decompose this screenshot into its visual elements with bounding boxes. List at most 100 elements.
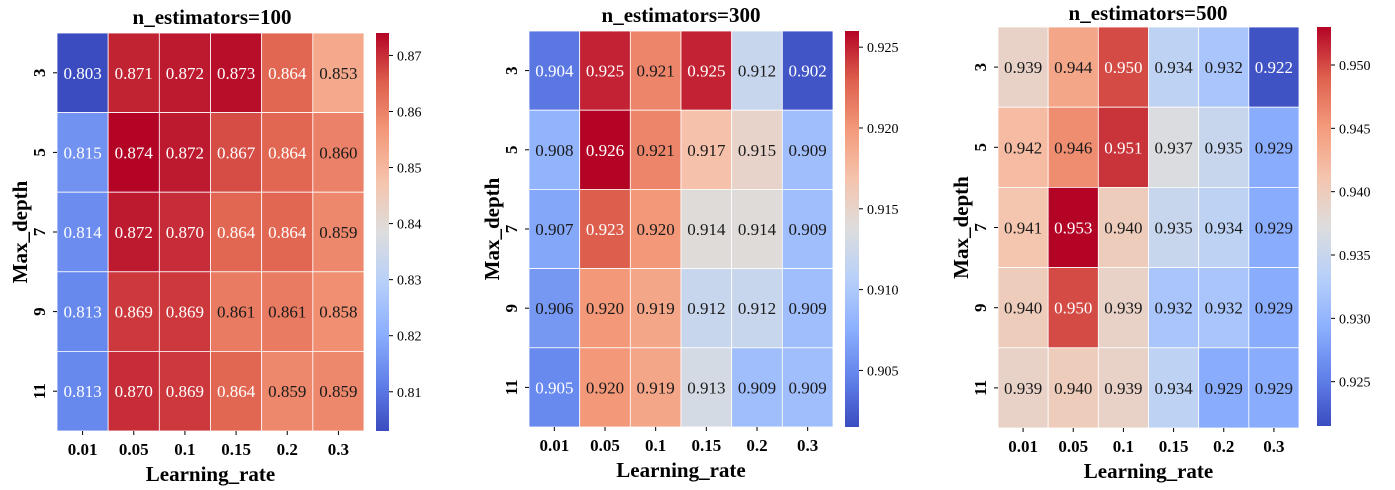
heatmap-cell xyxy=(781,268,834,349)
heatmap-cell xyxy=(1148,347,1200,429)
heatmap-cell xyxy=(158,350,211,432)
cell-value-label: 0.912 xyxy=(738,62,776,81)
heatmap-cell xyxy=(680,109,733,190)
colorbar-tick-label: 0.935 xyxy=(1339,249,1371,264)
cell-value-label: 0.869 xyxy=(166,382,204,401)
cell-value-label: 0.922 xyxy=(1255,58,1293,77)
colorbar-tick-label: 0.950 xyxy=(1339,59,1371,74)
y-tick-label: 11 xyxy=(30,383,49,399)
y-tick-label: 3 xyxy=(971,63,990,72)
cell-value-label: 0.940 xyxy=(1104,219,1142,238)
cell-value-label: 0.939 xyxy=(1004,379,1042,398)
y-tick-label: 11 xyxy=(971,380,990,396)
x-tick-label: 0.05 xyxy=(1058,437,1088,456)
cell-value-label: 0.940 xyxy=(1004,299,1042,318)
heatmap-cell xyxy=(1198,267,1250,349)
heatmap-cell xyxy=(56,271,109,352)
cell-value-label: 0.859 xyxy=(268,382,306,401)
y-tick-label: 11 xyxy=(502,379,521,395)
colorbar-tick-label: 0.81 xyxy=(397,386,422,401)
x-tick-label: 0.05 xyxy=(590,436,620,455)
cell-value-label: 0.921 xyxy=(637,141,675,160)
colorbar-tick-label: 0.920 xyxy=(867,122,899,137)
cell-value-label: 0.872 xyxy=(166,143,204,162)
heatmap-cell xyxy=(56,350,109,432)
heatmap-cell xyxy=(158,32,211,113)
cell-value-label: 0.864 xyxy=(268,223,307,242)
heatmap-cell xyxy=(579,188,631,269)
cell-value-label: 0.872 xyxy=(166,64,204,83)
cell-value-label: 0.939 xyxy=(1004,58,1042,77)
x-tick-label: 0.01 xyxy=(1008,437,1038,456)
heatmap-cell xyxy=(997,106,1049,188)
y-tick-label: 7 xyxy=(971,223,990,232)
cell-value-label: 0.864 xyxy=(268,64,307,83)
colorbar xyxy=(845,31,859,427)
chart-title: n_estimators=500 xyxy=(1069,1,1228,25)
y-axis-label: Max_depth xyxy=(8,180,32,283)
heatmap-cell xyxy=(1198,347,1250,429)
cell-value-label: 0.858 xyxy=(319,303,357,322)
colorbar-tick-label: 0.940 xyxy=(1339,186,1371,201)
y-tick-label: 3 xyxy=(30,69,49,78)
heatmap-cell xyxy=(528,30,581,111)
colorbar-tick-label: 0.85 xyxy=(397,162,422,177)
cell-value-label: 0.932 xyxy=(1154,299,1192,318)
heatmap-cell xyxy=(107,32,160,113)
cell-value-label: 0.939 xyxy=(1104,379,1142,398)
x-tick-label: 0.01 xyxy=(68,440,98,459)
heatmap-cell xyxy=(1047,106,1099,188)
cell-value-label: 0.920 xyxy=(586,299,624,318)
cell-value-label: 0.904 xyxy=(535,62,574,81)
cell-value-label: 0.909 xyxy=(738,378,776,397)
cell-value-label: 0.873 xyxy=(217,64,255,83)
cell-value-label: 0.941 xyxy=(1004,219,1042,238)
cell-value-label: 0.869 xyxy=(166,303,204,322)
colorbar xyxy=(1317,27,1331,426)
heatmap-cell xyxy=(210,191,263,273)
heatmap-cell xyxy=(629,109,682,190)
x-tick-label: 0.3 xyxy=(797,436,818,455)
heatmap-cell xyxy=(1148,267,1200,349)
heatmap-cell xyxy=(210,112,263,193)
heatmap-cell xyxy=(997,267,1049,349)
cell-value-label: 0.929 xyxy=(1255,138,1293,157)
heatmap-cell xyxy=(1248,186,1300,268)
cell-value-label: 0.853 xyxy=(319,64,357,83)
colorbar xyxy=(376,33,389,431)
cell-value-label: 0.909 xyxy=(789,299,827,318)
cell-value-label: 0.926 xyxy=(586,141,624,160)
heatmap-cell xyxy=(997,26,1049,108)
heatmap-cell xyxy=(579,268,631,349)
cell-value-label: 0.912 xyxy=(738,299,776,318)
heatmap-cell xyxy=(312,271,365,352)
heatmap-cell xyxy=(1097,267,1149,349)
cell-value-label: 0.935 xyxy=(1154,219,1192,238)
cell-value-label: 0.869 xyxy=(115,303,153,322)
x-tick-label: 0.2 xyxy=(746,436,767,455)
colorbar-tick-label: 0.905 xyxy=(867,364,899,379)
colorbar-tick-label: 0.86 xyxy=(397,105,422,120)
cell-value-label: 0.939 xyxy=(1104,299,1142,318)
x-axis-label: Learning_rate xyxy=(146,462,275,486)
chart-title: n_estimators=100 xyxy=(133,5,292,29)
heatmap-cell xyxy=(1148,106,1200,188)
cell-value-label: 0.950 xyxy=(1054,299,1092,318)
cell-value-label: 0.919 xyxy=(637,378,675,397)
cell-value-label: 0.861 xyxy=(217,303,255,322)
heatmap-cell xyxy=(312,32,365,113)
cell-value-label: 0.909 xyxy=(789,220,827,239)
x-tick-label: 0.2 xyxy=(277,440,298,459)
cell-value-label: 0.908 xyxy=(535,141,573,160)
heatmap-cell xyxy=(261,32,314,113)
y-tick-label: 7 xyxy=(502,224,521,233)
heatmap-cell xyxy=(261,191,314,273)
heatmap-cell xyxy=(1047,186,1099,268)
cell-value-label: 0.815 xyxy=(63,143,101,162)
heatmap-cell xyxy=(261,350,314,432)
heatmap-cell xyxy=(997,347,1049,429)
heatmap-cell xyxy=(997,186,1049,268)
y-tick-label: 5 xyxy=(502,146,521,155)
heatmap-panel-3: n_estimators=500 0.939 0.944 0.950 0.934 0.93… xyxy=(949,1,1371,483)
